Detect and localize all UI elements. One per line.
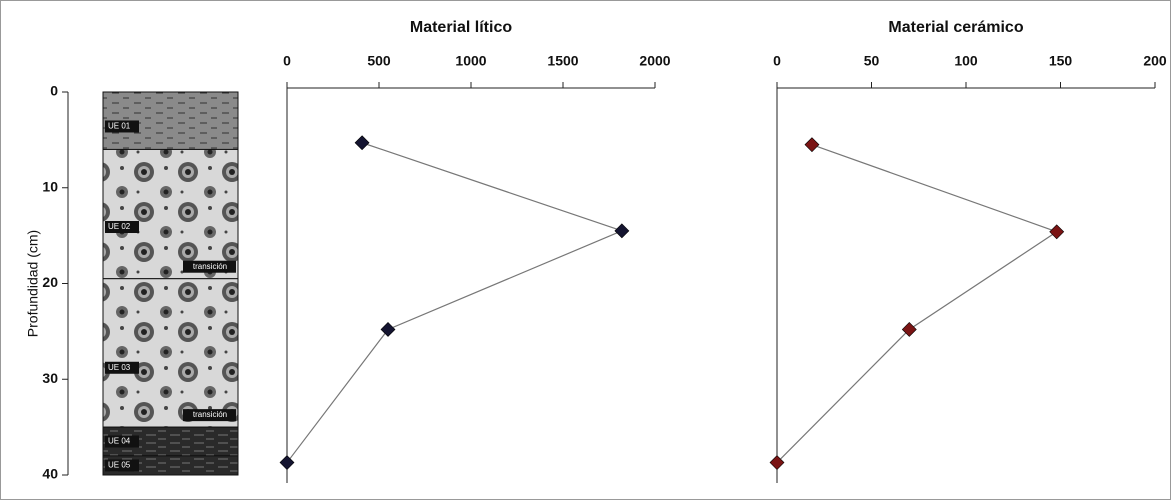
point (615, 224, 629, 238)
x-tick-label: 150 (1049, 53, 1073, 69)
page: {"chart_data": [ {"type": "column", "yla… (0, 0, 1171, 500)
x-tick-label: 100 (954, 53, 978, 69)
layer (103, 149, 238, 278)
layer-tag: UE 03 (108, 363, 131, 372)
layer-tag: UE 02 (108, 222, 131, 231)
x-tick-label: 0 (773, 53, 781, 69)
y-tick-label: 30 (42, 370, 58, 386)
layer-tag: UE 04 (108, 437, 131, 446)
point (1050, 225, 1064, 239)
layer (103, 279, 238, 427)
x-tick-label: 2000 (639, 53, 670, 69)
chart-title: Material lítico (410, 19, 512, 36)
y-axis-label: Profundidad (cm) (25, 230, 41, 337)
x-tick-label: 50 (864, 53, 880, 69)
line (287, 143, 622, 463)
x-tick-label: 1000 (455, 53, 486, 69)
point (355, 136, 369, 150)
point (280, 456, 294, 470)
x-tick-label: 0 (283, 53, 291, 69)
chart: 0 10 20 30 40 Profundidad (cm) UE 01 UE 02 trans… (0, 0, 1171, 500)
y-tick-label: 40 (42, 466, 58, 482)
line (777, 145, 1057, 463)
layer-tag: UE 01 (108, 122, 131, 131)
x-tick-label: 500 (367, 53, 391, 69)
chart-title: Material cerámico (888, 19, 1023, 36)
x-tick-label: 200 (1143, 53, 1167, 69)
point (805, 138, 819, 152)
y-tick-label: 10 (42, 178, 58, 194)
transition-tag: transición (193, 262, 227, 271)
point (381, 322, 395, 336)
transition-tag: transición (193, 410, 227, 419)
x-tick-label: 1500 (547, 53, 578, 69)
y-tick-label: 0 (50, 83, 58, 99)
layer-tag: UE 05 (108, 461, 131, 470)
y-tick-label: 20 (42, 274, 58, 290)
